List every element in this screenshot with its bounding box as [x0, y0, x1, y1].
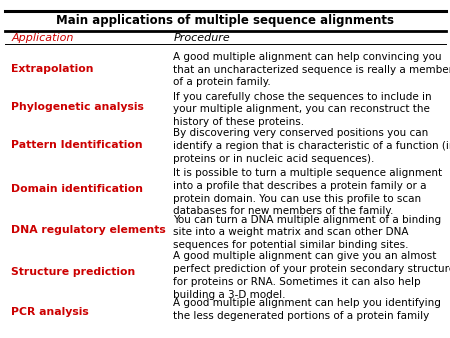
- Text: PCR analysis: PCR analysis: [11, 307, 89, 317]
- Text: It is possible to turn a multiple sequence alignment
into a profile that describ: It is possible to turn a multiple sequen…: [173, 168, 442, 216]
- Text: Main applications of multiple sequence alignments: Main applications of multiple sequence a…: [56, 15, 394, 27]
- Text: DNA regulatory elements: DNA regulatory elements: [11, 225, 166, 235]
- Text: If you carefully chose the sequences to include in
your multiple alignment, you : If you carefully chose the sequences to …: [173, 92, 432, 127]
- Text: Extrapolation: Extrapolation: [11, 64, 94, 74]
- Text: Pattern Identification: Pattern Identification: [11, 140, 143, 150]
- Text: Application: Application: [11, 33, 74, 43]
- Text: Structure prediction: Structure prediction: [11, 267, 135, 277]
- Text: Phylogenetic analysis: Phylogenetic analysis: [11, 102, 144, 112]
- Text: By discovering very conserved positions you can
identify a region that is charac: By discovering very conserved positions …: [173, 128, 450, 164]
- Text: You can turn a DNA multiple alignment of a binding
site into a weight matrix and: You can turn a DNA multiple alignment of…: [173, 215, 441, 250]
- Text: Procedure: Procedure: [173, 33, 230, 43]
- Text: A good multiple alignment can help you identifying
the less degenerated portions: A good multiple alignment can help you i…: [173, 298, 441, 320]
- Text: A good multiple alignment can give you an almost
perfect prediction of your prot: A good multiple alignment can give you a…: [173, 251, 450, 299]
- Text: A good multiple alignment can help convincing you
that an uncharacterized sequen: A good multiple alignment can help convi…: [173, 52, 450, 87]
- Text: Domain identification: Domain identification: [11, 184, 143, 194]
